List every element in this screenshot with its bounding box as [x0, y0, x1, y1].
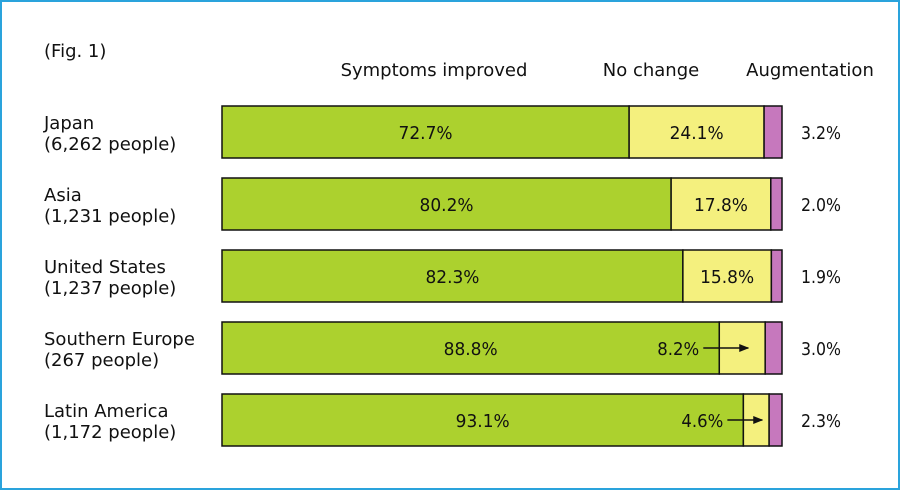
category-count-label: (1,237 people) — [44, 278, 176, 299]
data-label-improved: 88.8% — [444, 339, 498, 360]
category-count-label: (1,172 people) — [44, 422, 176, 443]
bar-row: Japan(6,262 people) 72.7% 24.1% 3.2% — [43, 105, 841, 159]
data-label-augmentation: 2.3% — [801, 411, 841, 432]
data-label-augmentation: 3.0% — [801, 339, 841, 360]
data-label-augmentation: 2.0% — [801, 195, 841, 216]
bar-segment-augmentation — [770, 249, 783, 303]
category-label: Japan — [43, 113, 94, 134]
legend: Symptoms improved No change Augmentation — [341, 60, 874, 81]
bar-segment-no-change — [682, 249, 773, 303]
category-label: Latin America — [44, 401, 169, 422]
category-label: United States — [44, 257, 166, 278]
bar-segment-augmentation — [770, 177, 783, 231]
bar-row: United States(1,237 people) 82.3% 15.8% 1.9… — [44, 249, 841, 303]
data-label-improved: 80.2% — [420, 195, 474, 216]
bar-segment-augmentation — [763, 105, 783, 159]
bar-segment-symptoms-improved — [221, 105, 630, 159]
category-count-label: (267 people) — [44, 350, 159, 371]
category-label: Southern Europe — [44, 329, 195, 350]
data-label-improved: 93.1% — [456, 411, 510, 432]
chart-rows: Japan(6,262 people)72.7% 24.1% 3.2%Asia(1,… — [43, 105, 841, 447]
data-label-augmentation: 3.2% — [801, 123, 841, 144]
bar-segment-no-change — [670, 177, 772, 231]
legend-label-2: Augmentation — [746, 60, 874, 81]
data-label-improved: 72.7% — [399, 123, 453, 144]
legend-label-0: Symptoms improved — [341, 60, 528, 81]
data-label-improved: 82.3% — [425, 267, 479, 288]
data-label-augmentation: 1.9% — [801, 267, 841, 288]
bar-segment-no-change — [628, 105, 765, 159]
data-label-no-change: 4.6% — [681, 411, 723, 432]
data-label-no-change: 17.8% — [694, 195, 748, 216]
bar-row: Latin America(1,172 people) 93.1% 4.6% 2.3% — [44, 393, 841, 447]
bar-segment-augmentation — [764, 321, 783, 375]
data-label-no-change: 24.1% — [670, 123, 724, 144]
category-count-label: (1,231 people) — [44, 206, 176, 227]
category-label: Asia — [44, 185, 82, 206]
data-label-no-change: 15.8% — [700, 267, 754, 288]
legend-label-1: No change — [603, 60, 699, 81]
bar-row: Southern Europe(267 people) 88.8% 8.2% 3.0% — [44, 321, 841, 375]
category-count-label: (6,262 people) — [44, 134, 176, 155]
data-label-no-change: 8.2% — [657, 339, 699, 360]
figure-label: (Fig. 1) — [44, 41, 106, 62]
bar-segment-symptoms-improved — [221, 321, 721, 375]
bar-segment-symptoms-improved — [221, 393, 745, 447]
bar-segment-augmentation — [768, 393, 783, 447]
bar-row: Asia(1,231 people) 80.2% 17.8% 2.0% — [44, 177, 841, 231]
bar-segment-symptoms-improved — [221, 249, 684, 303]
bar-segment-symptoms-improved — [221, 177, 672, 231]
